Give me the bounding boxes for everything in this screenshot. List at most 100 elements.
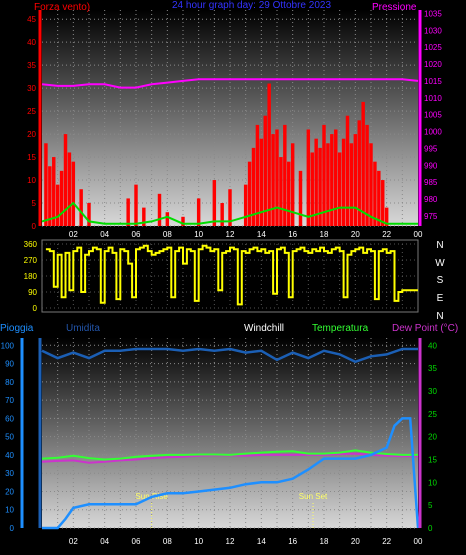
wind-axis-ticks: 0 5 10 15 20 25 30 35 40 45 — [27, 10, 42, 231]
temperature-legend: Temperatura — [312, 323, 369, 334]
wind-bar — [373, 161, 377, 226]
pressure-tick-label: 985 — [424, 178, 438, 187]
x-tick-label: 06 — [132, 230, 141, 239]
rain-tick-label: 30 — [5, 469, 14, 478]
wind-bar — [142, 207, 146, 226]
wind-bar — [228, 189, 232, 226]
temperature-line — [41, 449, 418, 461]
wind-bar — [271, 134, 275, 226]
x-tick-label: 20 — [351, 230, 360, 239]
compass-label: E — [437, 293, 444, 304]
compass-label: N — [436, 311, 443, 322]
wind-bar — [79, 189, 83, 226]
wind-bar — [220, 203, 224, 226]
rain-tick-label: 80 — [5, 378, 14, 387]
x-tick-label: 04 — [100, 537, 109, 546]
x-tick-label: 00 — [414, 230, 423, 239]
wind-bar — [349, 143, 354, 226]
pressure-tick-label: 1015 — [424, 77, 442, 86]
wind-bar — [87, 203, 91, 226]
rain-line — [42, 417, 420, 530]
rain-tick-label: 20 — [5, 487, 14, 496]
direction-tick-label: 0 — [33, 304, 38, 313]
wind-bar — [369, 143, 373, 226]
direction-tick-label: 270 — [24, 256, 38, 265]
pressure-tick-label: 1035 — [424, 9, 442, 18]
wind-bar — [365, 124, 369, 226]
wind-bar — [52, 157, 56, 226]
wind-bar — [322, 124, 326, 226]
wind-tick-label: 25 — [27, 107, 36, 116]
x-tick-label: 18 — [320, 537, 329, 546]
temp-tick-label: 15 — [428, 455, 437, 464]
wind-bar — [377, 170, 381, 226]
pressure-tick-label: 1000 — [424, 128, 442, 137]
wind-tick-label: 0 — [32, 222, 37, 231]
temp-tick-label: 40 — [428, 341, 437, 350]
rain-tick-label: 70 — [5, 396, 14, 405]
x-tick-label: 20 — [351, 537, 360, 546]
rain-tick-label: 100 — [1, 341, 15, 350]
wind-tick-label: 45 — [27, 15, 36, 24]
x-tick-label: 06 — [132, 537, 141, 546]
direction-tick-label: 90 — [28, 288, 37, 297]
wind-bar — [341, 138, 346, 226]
rain-tick-label: 40 — [5, 451, 14, 460]
wind-tick-label: 40 — [27, 38, 36, 47]
compass-label: N — [436, 240, 443, 251]
pressure-axis-label: Pressione — [372, 2, 417, 13]
rain-tick-label: 60 — [5, 414, 14, 423]
temp-tick-label: 35 — [428, 364, 437, 373]
humidity-legend: Umidita — [66, 323, 100, 334]
rain-tick-label: 50 — [5, 433, 14, 442]
wind-bar — [181, 216, 185, 226]
wind-bar — [259, 138, 264, 226]
wind-bar — [330, 134, 334, 226]
pressure-tick-label: 1025 — [424, 43, 442, 52]
x-tick-label: 08 — [163, 230, 172, 239]
wind-gust-line — [41, 201, 418, 225]
temp-tick-label: 10 — [428, 478, 437, 487]
wind-bar — [310, 152, 314, 226]
rain-axis-label: Pioggia — [0, 323, 34, 334]
wind-x-ticks: 02 04 06 08 10 12 14 16 18 20 22 00 — [69, 230, 423, 239]
temp-axis-ticks: 0 5 10 15 20 25 30 35 40 — [418, 338, 437, 533]
wind-tick-label: 15 — [27, 153, 36, 162]
wind-direction-line — [45, 244, 418, 306]
wind-bar — [381, 180, 385, 226]
wind-bar — [63, 134, 68, 226]
wind-bar — [361, 101, 365, 226]
x-tick-label: 14 — [257, 537, 266, 546]
x-tick-label: 02 — [69, 537, 78, 546]
x-tick-label: 00 — [414, 537, 423, 546]
rain-axis-ticks: 0 10 20 30 40 50 60 70 80 90 100 — [1, 338, 42, 533]
wind-speed-bars — [44, 83, 389, 226]
wind-bar — [212, 180, 217, 226]
wind-bar — [134, 184, 138, 226]
windchill-legend: Windchill — [244, 323, 284, 334]
wind-bar — [48, 166, 52, 226]
wind-bar — [314, 138, 318, 226]
direction-tick-label: 180 — [24, 272, 38, 281]
wind-bar — [67, 152, 72, 226]
pressure-tick-label: 975 — [424, 212, 438, 221]
wind-bar — [44, 143, 48, 226]
compass-label: S — [437, 275, 444, 286]
dewpoint-legend: Dew Point (°C) — [392, 323, 458, 334]
x-tick-label: 22 — [382, 537, 391, 546]
pressure-tick-label: 1030 — [424, 26, 442, 35]
wind-bar — [126, 198, 130, 226]
wind-bar — [59, 170, 64, 226]
x-tick-label: 16 — [288, 230, 297, 239]
wind-bar — [357, 120, 361, 226]
wind-tick-label: 35 — [27, 61, 36, 70]
wind-bar — [247, 161, 252, 226]
compass-label: W — [435, 258, 445, 269]
wind-bar — [287, 161, 291, 226]
wind-bar — [384, 207, 389, 226]
wind-bar — [290, 143, 295, 226]
wind-bar — [345, 115, 350, 226]
wind-bar — [275, 129, 279, 226]
